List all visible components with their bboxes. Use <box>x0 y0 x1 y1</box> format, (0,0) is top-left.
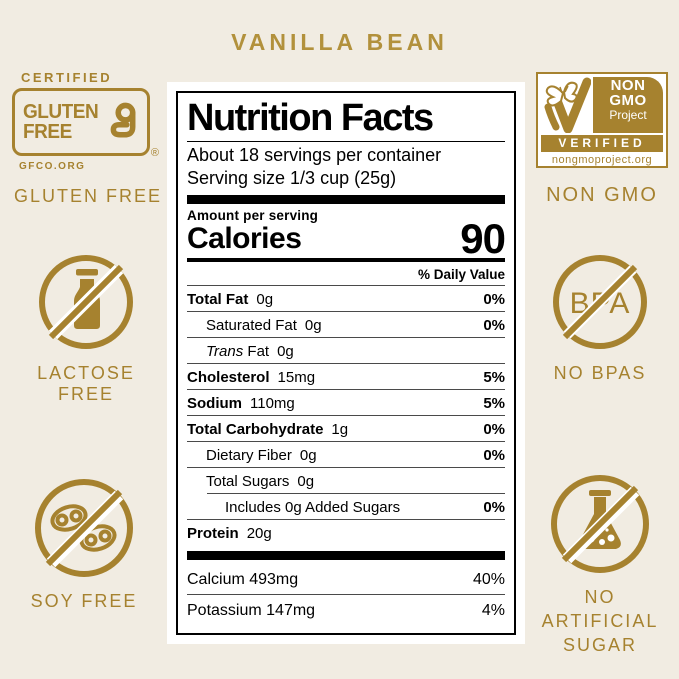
non-gmo-line2: GMO <box>609 92 647 109</box>
butterfly-checkmark-icon <box>541 77 591 133</box>
soybean-crossed-icon <box>35 479 133 577</box>
flavor-title: VANILLA BEAN <box>231 29 448 55</box>
calories-row: Calories 90 <box>187 214 506 262</box>
daily-value: 0% <box>483 317 505 335</box>
nutrition-facts-title: Nutrition Facts <box>187 97 434 139</box>
no-bpa-badge: BPA NO BPAS <box>524 252 676 384</box>
gfco-wordmark: GLUTEN FREE <box>23 101 99 143</box>
divider <box>187 140 505 142</box>
nutrient-row: Saturated Fat 0g 0% <box>187 312 505 339</box>
nutrient-row: Protein 20g <box>187 525 272 543</box>
gfco-word-free: FREE <box>23 121 72 143</box>
soy-free-caption: SOY FREE <box>30 591 138 611</box>
lactose-free-caption: LACTOSE FREE <box>37 363 135 404</box>
non-gmo-line3: Project <box>609 108 647 122</box>
nutrient-row: Dietary Fiber 0g 0% <box>187 442 505 469</box>
thick-divider <box>187 194 505 204</box>
non-gmo-seal: NON GMO Project VERIFIED nongmoproject.o… <box>536 72 668 168</box>
milk-bottle-crossed-icon <box>39 255 133 349</box>
gfco-certified-text: CERTIFIED <box>21 70 113 85</box>
non-gmo-line1: NON <box>610 77 646 94</box>
daily-value: 0% <box>483 499 505 517</box>
nutrient-rows: Total Fat 0g 0% Saturated Fat 0g 0% Trans Fat 0… <box>187 286 505 546</box>
serving-size: Serving size 1/3 cup (25g) <box>187 167 397 188</box>
nutrient-row: Total Carbohydrate 1g 0% <box>187 416 505 443</box>
daily-value: 5% <box>483 369 505 387</box>
daily-value: 0% <box>483 447 505 465</box>
flask-crossed-icon <box>551 475 649 573</box>
no-artificial-sugar-line2: SUGAR <box>562 635 637 655</box>
thick-divider <box>187 551 505 561</box>
mineral-row: Calcium 493mg 40% <box>187 564 505 596</box>
gfco-word-gluten: GLUTEN <box>23 101 99 123</box>
gfco-seal: GLUTEN FREE ® <box>12 88 159 159</box>
registered-mark: ® <box>150 147 159 159</box>
servings-per-container: About 18 servings per container <box>187 144 442 165</box>
nutrient-row: Trans Fat 0g <box>187 338 505 365</box>
nutrient-row: Cholesterol 15mg 5% <box>187 364 505 391</box>
non-gmo-url: nongmoproject.org <box>551 154 653 166</box>
daily-value: 0% <box>483 291 505 309</box>
verified-bar: VERIFIED <box>541 135 663 152</box>
calories-label: Calories <box>187 222 302 256</box>
gfco-g-icon <box>110 102 136 138</box>
soy-free-badge: SOY FREE <box>8 476 160 612</box>
amount-per-serving-label: Amount per serving <box>187 207 319 223</box>
nutrition-facts-label: Nutrition Facts About 18 servings per co… <box>176 91 516 635</box>
daily-value-header: % Daily Value <box>187 262 505 287</box>
gluten-free-certification-badge: CERTIFIED GLUTEN FREE ® GFCO.ORG GLUTEN … <box>12 70 164 207</box>
mineral-row: Potassium 147mg 4% <box>187 602 505 620</box>
no-artificial-sugar-line1: NO ARTIFICIAL <box>541 587 659 631</box>
mineral-rows: Calcium 493mg 40% Potassium 147mg 4% <box>187 564 505 626</box>
gluten-free-caption: GLUTEN FREE <box>13 186 163 206</box>
calories-value: 90 <box>460 214 506 262</box>
nutrition-facts-card: Nutrition Facts About 18 servings per co… <box>167 82 525 644</box>
nutrient-row: Sodium 110mg 5% <box>187 390 505 417</box>
non-gmo-wordmark: NON GMO Project <box>593 77 663 133</box>
nutrient-row: Total Fat 0g 0% <box>187 286 505 313</box>
nutrient-row: Total Sugars 0g <box>187 468 505 495</box>
nutrient-row: Includes 0g Added Sugars 0% <box>187 494 505 521</box>
no-artificial-sugar-badge: NO ARTIFICIAL SUGAR <box>524 472 676 657</box>
bpa-crossed-icon: BPA <box>553 255 647 349</box>
lactose-free-badge: LACTOSE FREE <box>10 252 162 405</box>
daily-value: 0% <box>483 421 505 439</box>
medium-divider <box>187 258 505 263</box>
non-gmo-caption: NON GMO <box>546 184 658 206</box>
no-bpa-caption: NO BPAS <box>553 363 647 383</box>
non-gmo-verified-badge: NON GMO Project VERIFIED nongmoproject.o… <box>536 72 668 207</box>
daily-value: 5% <box>483 395 505 413</box>
gfco-org-text: GFCO.ORG <box>19 161 86 172</box>
no-artificial-sugar-caption: NO ARTIFICIAL SUGAR <box>524 585 676 657</box>
